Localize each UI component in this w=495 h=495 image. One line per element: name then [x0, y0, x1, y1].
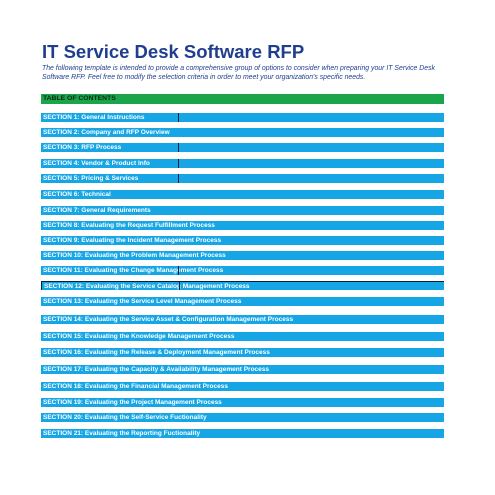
toc-section-label: SECTION 20: Evaluating the Self-Service …	[43, 414, 207, 421]
toc-section-label: SECTION 5: Pricing & Services	[43, 175, 139, 182]
toc-section-9[interactable]: SECTION 9: Evaluating the Incident Manag…	[41, 236, 444, 245]
toc-section-label: SECTION 18: Evaluating the Financial Man…	[43, 383, 228, 390]
toc-section-21[interactable]: SECTION 21: Evaluating the Reporting Fuc…	[41, 429, 444, 438]
toc-section-label: SECTION 3: RFP Process	[43, 144, 122, 151]
toc-section-4[interactable]: SECTION 4: Vendor & Product Info	[41, 159, 444, 168]
toc-section-label: SECTION 15: Evaluating the Knowledge Man…	[43, 333, 235, 340]
toc-section-label: SECTION 13: Evaluating the Service Level…	[43, 298, 242, 305]
toc-section-label: SECTION 6: Technical	[43, 191, 111, 198]
cell-divider	[178, 266, 179, 275]
toc-section-14[interactable]: SECTION 14: Evaluating the Service Asset…	[41, 315, 444, 324]
toc-section-11[interactable]: SECTION 11: Evaluating the Change Manage…	[41, 266, 444, 275]
toc-section-15[interactable]: SECTION 15: Evaluating the Knowledge Man…	[41, 332, 444, 341]
toc-section-label: SECTION 9: Evaluating the Incident Manag…	[43, 237, 222, 244]
toc-section-18[interactable]: SECTION 18: Evaluating the Financial Man…	[41, 382, 444, 391]
cell-divider	[178, 113, 179, 122]
toc-section-8[interactable]: SECTION 8: Evaluating the Request Fulfil…	[41, 221, 444, 230]
toc-section-label: SECTION 11: Evaluating the Change Manage…	[43, 267, 224, 274]
toc-section-1[interactable]: SECTION 1: General Instructions	[41, 113, 444, 122]
document-title: IT Service Desk Software RFP	[42, 41, 305, 62]
toc-section-12[interactable]: SECTION 12: Evaluating the Service Catal…	[41, 281, 444, 290]
toc-section-label: SECTION 8: Evaluating the Request Fulfil…	[43, 222, 215, 229]
toc-section-16[interactable]: SECTION 16: Evaluating the Release & Dep…	[41, 348, 444, 357]
toc-section-label: SECTION 7: General Requirements	[43, 207, 151, 214]
cell-divider	[178, 174, 179, 183]
cell-divider	[178, 159, 179, 168]
toc-section-6[interactable]: SECTION 6: Technical	[41, 190, 444, 199]
toc-section-10[interactable]: SECTION 10: Evaluating the Problem Manag…	[41, 251, 444, 260]
toc-section-5[interactable]: SECTION 5: Pricing & Services	[41, 174, 444, 183]
toc-section-label: SECTION 16: Evaluating the Release & Dep…	[43, 349, 270, 356]
toc-section-17[interactable]: SECTION 17: Evaluating the Capacity & Av…	[41, 365, 444, 374]
toc-section-3[interactable]: SECTION 3: RFP Process	[41, 143, 444, 152]
toc-section-13[interactable]: SECTION 13: Evaluating the Service Level…	[41, 297, 444, 306]
toc-section-7[interactable]: SECTION 7: General Requirements	[41, 206, 444, 215]
toc-section-label: SECTION 14: Evaluating the Service Asset…	[43, 316, 294, 323]
toc-section-20[interactable]: SECTION 20: Evaluating the Self-Service …	[41, 413, 444, 422]
toc-section-19[interactable]: SECTION 19: Evaluating the Project Manag…	[41, 398, 444, 407]
toc-section-label: SECTION 21: Evaluating the Reporting Fuc…	[43, 430, 201, 437]
toc-section-label: SECTION 12: Evaluating the Service Catal…	[44, 283, 250, 290]
toc-section-label: SECTION 4: Vendor & Product Info	[43, 160, 150, 167]
document-intro: The following template is intended to pr…	[42, 65, 435, 81]
toc-section-2[interactable]: SECTION 2: Company and RFP Overview	[41, 128, 444, 137]
toc-section-label: SECTION 19: Evaluating the Project Manag…	[43, 399, 222, 406]
toc-section-label: SECTION 2: Company and RFP Overview	[43, 129, 170, 136]
toc-section-label: SECTION 17: Evaluating the Capacity & Av…	[43, 366, 270, 373]
toc-section-label: SECTION 1: General Instructions	[43, 114, 145, 121]
cell-divider	[179, 282, 180, 290]
cell-divider	[178, 143, 179, 152]
toc-section-label: SECTION 10: Evaluating the Problem Manag…	[43, 252, 226, 259]
toc-header: TABLE OF CONTENTS	[41, 94, 444, 104]
